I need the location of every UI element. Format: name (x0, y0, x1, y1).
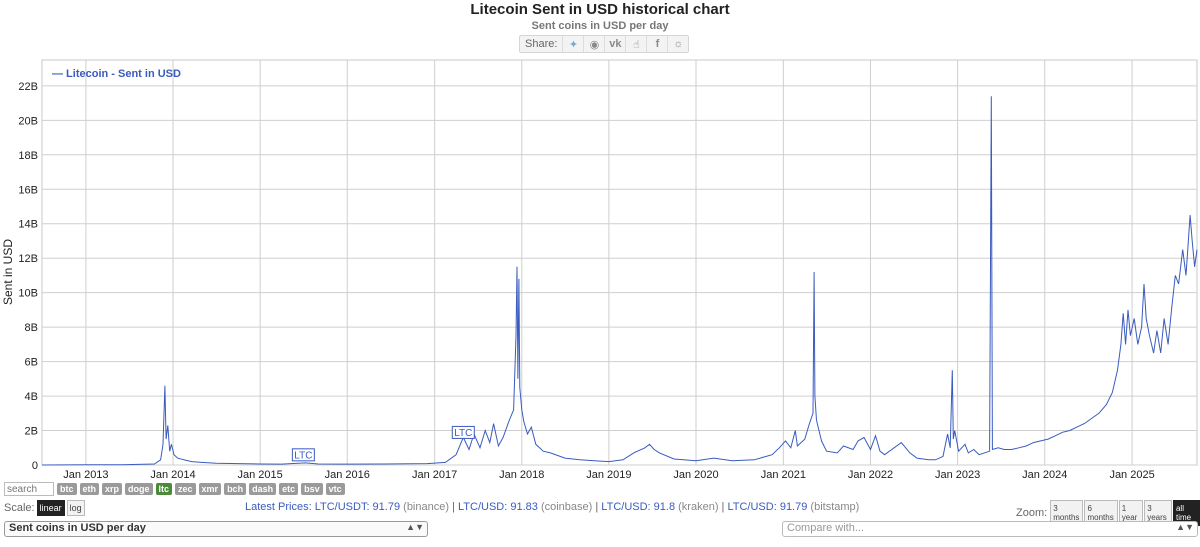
coin-button-etc[interactable]: etc (279, 483, 299, 495)
coin-button-xmr[interactable]: xmr (198, 483, 222, 495)
coin-button-bch[interactable]: bch (224, 483, 247, 495)
price-item[interactable]: LTC/USDT: 91.79 (314, 501, 401, 513)
price-exchange: (kraken) (678, 501, 719, 513)
x-tick-label: Jan 2020 (673, 469, 718, 480)
latest-prices: Latest Prices: LTC/USDT: 91.79 (binance)… (245, 501, 860, 513)
scale-label: Scale: (4, 502, 35, 514)
annotation-flag (291, 448, 315, 462)
legend-entry[interactable]: — Litecoin - Sent in USD (52, 68, 181, 80)
y-tick-label: 0 (32, 460, 38, 472)
x-tick-label: Jan 2016 (325, 469, 370, 480)
x-tick-label: Jan 2014 (150, 469, 195, 480)
coin-button-bsv[interactable]: bsv (301, 483, 323, 495)
chart-grid (41, 59, 1198, 466)
price-exchange: (binance) (403, 501, 450, 513)
x-tick-label: Jan 2015 (238, 469, 283, 480)
price-item[interactable]: LTC/USD: 91.79 (727, 501, 808, 513)
x-tick-label: Jan 2013 (63, 469, 108, 480)
coin-button-ltc[interactable]: ltc (155, 483, 173, 495)
y-tick-label: 18B (18, 150, 38, 162)
x-tick-label: Jan 2019 (586, 469, 631, 480)
x-tick-label: Jan 2023 (935, 469, 980, 480)
facebook-icon[interactable]: f (646, 36, 667, 52)
metric-select[interactable]: Sent coins in USD per day ▲▼ (4, 521, 428, 537)
page-title: Litecoin Sent in USD historical chart (470, 1, 730, 18)
compare-select-placeholder: Compare with... (787, 522, 865, 534)
price-item[interactable]: LTC/USD: 91.8 (601, 501, 676, 513)
x-tick-label: Jan 2021 (761, 469, 806, 480)
compare-select[interactable]: Compare with... ▲▼ (782, 521, 1198, 537)
y-tick-label: 2B (25, 426, 38, 438)
annotation-flag (451, 425, 475, 439)
vk-icon[interactable]: vk (604, 36, 625, 52)
coin-button-doge[interactable]: doge (125, 483, 153, 495)
scale-linear-option[interactable]: linear (36, 500, 65, 516)
price-exchange: (bitstamp) (810, 501, 860, 513)
y-tick-label: 22B (18, 81, 38, 93)
annotation-label: LTC (294, 450, 312, 461)
y-tick-label: 10B (18, 288, 38, 300)
x-tick-label: Jan 2017 (412, 469, 457, 480)
like-icon[interactable]: ☝ (625, 36, 646, 52)
y-axis-ticks: 0 2B 4B 6B 8B 10B 12B 14B 16B 18B 20B 22B (18, 81, 38, 472)
x-tick-label: Jan 2025 (1109, 469, 1154, 480)
x-axis-ticks: Jan 2013 Jan 2014 Jan 2015 Jan 2016 Jan 2017… (63, 469, 1154, 480)
metric-select-value: Sent coins in USD per day (9, 522, 146, 534)
y-tick-label: 12B (18, 253, 38, 265)
scale-control: Scale: linear log (4, 500, 85, 516)
scale-log-option[interactable]: log (66, 500, 85, 516)
y-tick-label: 16B (18, 184, 38, 196)
reddit-icon[interactable]: ◉ (583, 36, 604, 52)
coin-list: btc eth xrp doge ltc zec xmr bch dash etc bsv vtc (57, 483, 345, 495)
coin-button-btc[interactable]: btc (57, 483, 77, 495)
y-tick-label: 14B (18, 219, 38, 231)
price-item[interactable]: LTC/USD: 91.83 (458, 501, 538, 513)
coin-button-dash[interactable]: dash (249, 483, 277, 495)
prices-label: Latest Prices: (245, 501, 312, 513)
x-tick-label: Jan 2022 (848, 469, 893, 480)
y-axis-label: Sent in USD (1, 239, 15, 305)
coin-button-eth[interactable]: eth (79, 483, 99, 495)
x-tick-label: Jan 2024 (1022, 469, 1067, 480)
weibo-icon[interactable]: ☼ (667, 36, 688, 52)
twitter-icon[interactable]: ✦ (562, 36, 583, 52)
y-tick-label: 8B (25, 322, 38, 334)
select-arrows-icon: ▲▼ (406, 522, 424, 532)
series-line (41, 96, 1198, 466)
x-tick-label: Jan 2018 (499, 469, 544, 480)
y-tick-label: 20B (18, 115, 38, 127)
coin-button-xrp[interactable]: xrp (102, 483, 123, 495)
page-subtitle: Sent coins in USD per day (531, 20, 669, 32)
annotation-label: LTC (454, 428, 472, 439)
coin-button-vtc[interactable]: vtc (325, 483, 345, 495)
y-tick-label: 6B (25, 357, 38, 369)
annotations: LTC LTC (291, 425, 475, 462)
coin-search-input[interactable] (4, 482, 54, 496)
share-bar: Share: ✦ ◉ vk ☝ f ☼ (519, 35, 690, 53)
share-label: Share: (525, 38, 558, 50)
select-arrows-icon: ▲▼ (1176, 522, 1194, 532)
y-tick-label: 4B (25, 391, 38, 403)
coin-button-zec[interactable]: zec (175, 483, 196, 495)
price-exchange: (coinbase) (540, 501, 593, 513)
zoom-label: Zoom: (1016, 507, 1048, 519)
